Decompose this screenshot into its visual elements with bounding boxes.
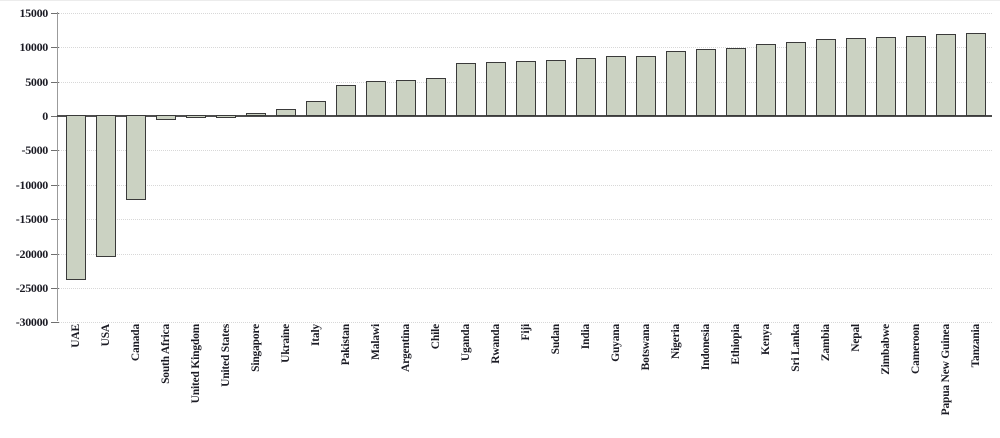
y-axis-tick [51,184,59,186]
gridline [57,219,992,221]
bar-india [576,58,596,116]
gridline [57,288,992,289]
x-axis-label: USA [100,324,112,347]
bar-italy [306,101,326,116]
gridline [57,12,992,14]
y-axis-tick [51,219,59,221]
x-axis-label: Rwanda [490,324,502,364]
x-axis-label: United Kingdom [190,324,202,404]
y-axis-tick [51,116,59,117]
x-axis-label: UAE [70,324,82,348]
y-axis-tick-label: -15000 [15,212,49,227]
x-axis-label: Pakistan [340,324,352,366]
y-axis-tick-label: -10000 [15,177,49,192]
x-axis-label: Ukraine [280,324,292,363]
x-axis-label: Singapore [250,324,262,372]
y-axis-tick [51,288,59,289]
bar-united-kingdom [186,115,206,118]
gridline [57,322,992,324]
y-axis-tick-label: 0 [42,109,48,123]
y-axis-tick [51,81,59,83]
bar-uae [66,115,86,281]
bar-canada [126,115,146,201]
x-axis-label: Sri Lanka [790,324,802,372]
bar-malawi [366,81,386,116]
x-axis-label: Zambia [820,324,832,362]
x-axis-label: Guyana [610,324,622,362]
x-axis-label: United States [220,324,232,387]
x-axis-label: Nepal [850,324,862,352]
y-axis-tick-label: 5000 [25,74,48,89]
bar-fiji [516,60,536,116]
bar-rwanda [486,61,506,116]
bar-ukraine [276,108,296,116]
y-axis-tick [51,47,59,49]
x-axis-label: Chile [430,324,442,350]
bar-united-states [216,115,236,118]
y-axis-tick-label: -30000 [15,315,49,330]
bar-cameroon [906,36,926,116]
x-axis-label: Nigeria [670,324,682,360]
bar-sri-lanka [786,42,806,116]
bar-nepal [846,37,866,116]
x-axis-zero-line [57,115,992,117]
x-axis-label: Papua New Guinea [940,324,952,416]
gridline [57,150,992,152]
y-axis-tick-label: 15000 [19,5,48,20]
x-axis-label: Cameroon [910,324,922,374]
bar-ethiopia [726,48,746,116]
bar-nigeria [666,51,686,116]
bar-guyana [606,56,626,116]
y-axis-tick-label: -25000 [15,281,49,295]
y-axis-tick-label: 10000 [19,40,48,55]
x-axis-label: Argentina [400,324,412,373]
x-axis-label: Uganda [460,324,472,362]
x-axis-label: Italy [310,324,322,347]
gridline [57,184,992,186]
bar-botswana [636,55,656,116]
bar-tanzania [966,32,986,116]
x-axis-label: Fiji [520,324,532,341]
bar-uganda [456,63,476,116]
x-axis-label: Botswana [640,324,652,371]
x-axis-label: Ethiopia [730,324,742,365]
x-axis-label: Tanzania [970,324,982,368]
bar-indonesia [696,49,716,116]
y-axis-tick [51,322,59,324]
y-axis-tick-label: -5000 [21,143,49,158]
y-axis-line [57,12,58,321]
x-axis-label: Indonesia [700,324,712,371]
x-axis-label: South Africa [160,324,172,384]
x-axis-label: Kenya [760,324,772,355]
bar-usa [96,115,116,258]
bar-singapore [246,112,266,116]
gridline [57,47,992,49]
y-axis-tick [51,253,59,255]
bar-argentina [396,80,416,116]
bar-south-africa [156,115,176,121]
x-axis-label: Zimbabwe [880,324,892,375]
x-axis-label: Canada [130,324,142,362]
bar-zambia [816,38,836,116]
x-axis-label: Malawi [370,324,382,360]
bar-kenya [756,44,776,116]
x-axis-label: Sudan [550,324,562,355]
bar-papua-new-guinea [936,33,956,116]
gridline [57,253,992,255]
x-axis-label: India [580,324,592,350]
y-axis-tick-label: -20000 [15,246,49,261]
bar-zimbabwe [876,36,896,116]
bar-chile [426,78,446,116]
y-axis-tick [51,12,59,14]
bar-pakistan [336,85,356,116]
y-axis-tick [51,150,59,152]
bar-sudan [546,59,566,116]
